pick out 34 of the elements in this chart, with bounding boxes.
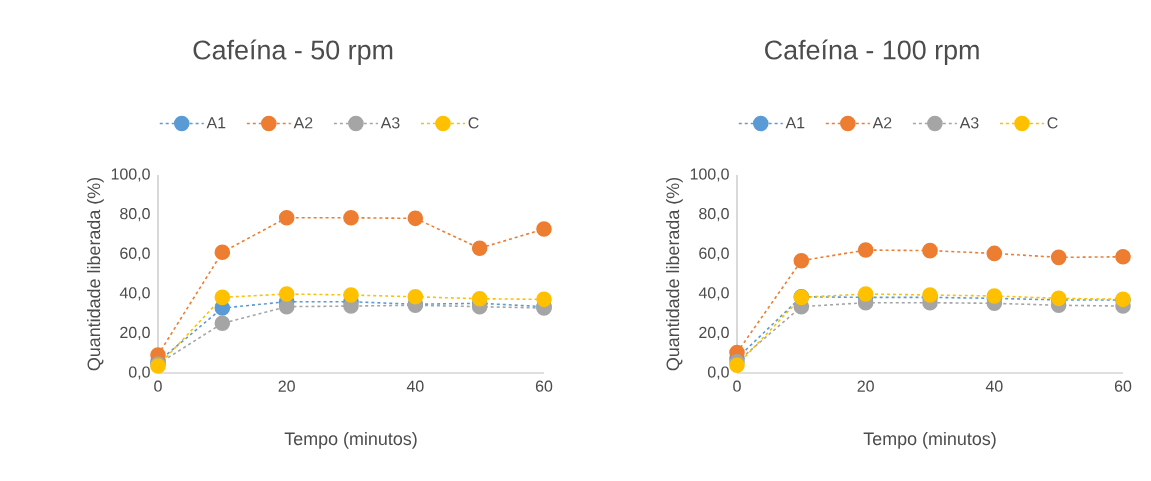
x-tick-label: 0 <box>733 380 741 392</box>
x-tick-label: 40 <box>985 380 1003 392</box>
y-tick-label: 40,0 <box>119 287 150 301</box>
y-tick-label: 40,0 <box>698 287 729 301</box>
legend-label: C <box>1047 117 1058 129</box>
y-tick-label: 60,0 <box>120 247 150 261</box>
chart-title: Cafeína - 100 rpm <box>765 39 979 65</box>
legend-label: A1 <box>206 117 226 129</box>
y-tick-label: 20,0 <box>120 326 150 340</box>
x-tick-label: 20 <box>278 380 295 392</box>
x-tick-label: 0 <box>154 380 162 392</box>
y-axis-title: Quantidade liberada (%) <box>666 177 683 371</box>
y-tick-label: 80,0 <box>120 208 150 222</box>
chart-title: Cafeína - 50 rpm <box>193 39 393 65</box>
x-tick-label: 60 <box>535 380 553 392</box>
legend-label: A2 <box>293 117 313 129</box>
y-tick-label: 100,0 <box>690 168 729 182</box>
y-tick-label: 80,0 <box>699 208 729 222</box>
y-tick-label: 60,0 <box>699 247 729 261</box>
x-axis-title: Tempo (minutos) <box>863 431 996 449</box>
y-tick-label: 100,0 <box>111 168 150 182</box>
y-axis-title: Quantidade liberada (%) <box>87 177 104 371</box>
legend-label: A1 <box>785 117 805 129</box>
x-tick-label: 40 <box>406 380 424 392</box>
x-tick-label: 20 <box>857 380 874 392</box>
y-tick-label: 0,0 <box>128 366 150 380</box>
x-tick-label: 60 <box>1114 380 1132 392</box>
legend-label: A2 <box>872 117 892 129</box>
legend-label: A3 <box>380 117 400 129</box>
y-tick-label: 20,0 <box>699 326 729 340</box>
legend-label: A3 <box>959 117 979 129</box>
y-tick-label: 0,0 <box>707 366 729 380</box>
legend-label: C <box>468 117 479 129</box>
x-axis-title: Tempo (minutos) <box>284 431 417 449</box>
